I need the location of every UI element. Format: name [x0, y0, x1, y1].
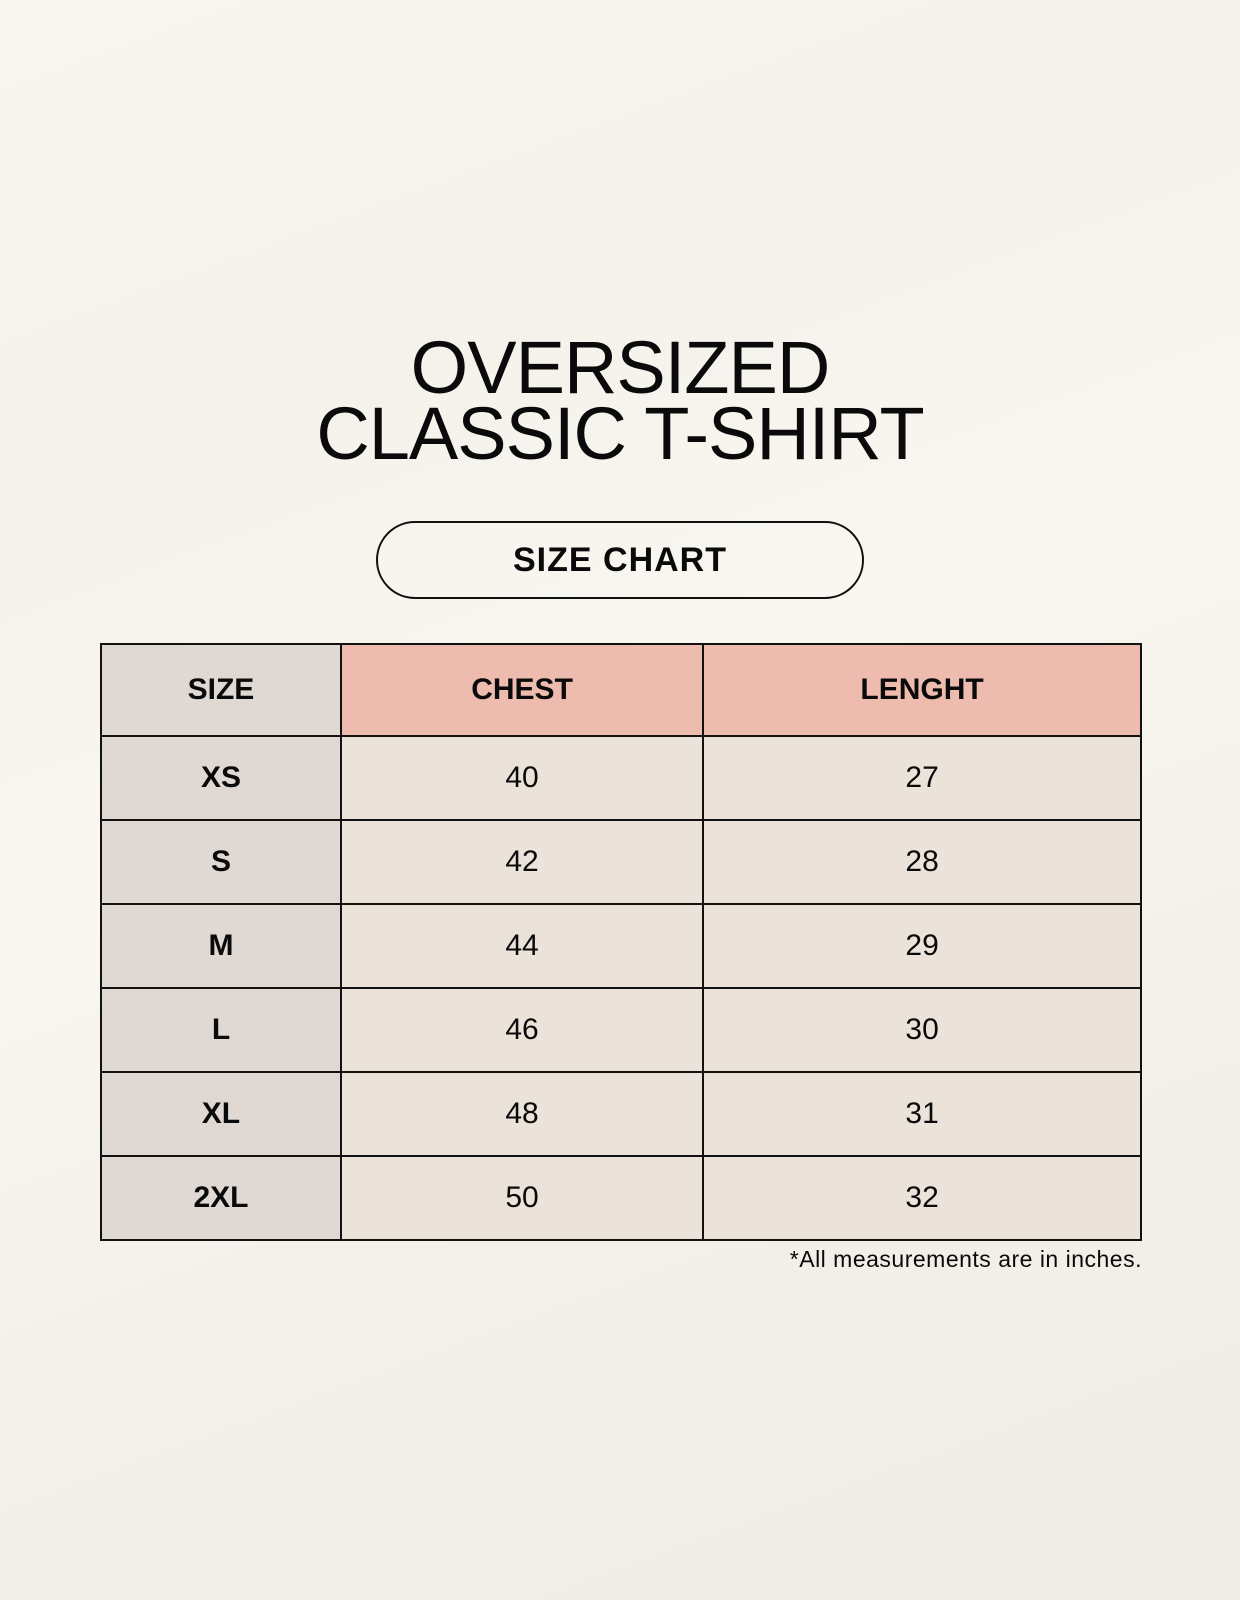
table-row: L 46 30: [100, 987, 1142, 1073]
size-table: SIZE CHEST LENGHT XS 40 27 S 42 28 M 44 29 L 46…: [100, 643, 1142, 1241]
size-cell: XS: [100, 735, 342, 821]
size-cell: L: [100, 987, 342, 1073]
header-chest: CHEST: [339, 643, 705, 737]
chest-cell: 40: [339, 735, 705, 821]
chest-cell: 46: [339, 987, 705, 1073]
length-cell: 32: [702, 1155, 1142, 1241]
chest-cell: 48: [339, 1071, 705, 1157]
title-line-1: OVERSIZED: [410, 326, 831, 409]
size-cell: M: [100, 903, 342, 989]
table-row: XS 40 27: [100, 735, 1142, 821]
header-row: SIZE CHEST LENGHT: [100, 643, 1142, 737]
table-row: XL 48 31: [100, 1071, 1142, 1157]
length-cell: 28: [702, 819, 1142, 905]
chest-cell: 44: [339, 903, 705, 989]
size-cell: 2XL: [100, 1155, 342, 1241]
size-cell: XL: [100, 1071, 342, 1157]
chest-cell: 42: [339, 819, 705, 905]
size-cell: S: [100, 819, 342, 905]
table-row: 2XL 50 32: [100, 1155, 1142, 1241]
table-row: M 44 29: [100, 903, 1142, 989]
page-title: OVERSIZED CLASSIC T-SHIRT: [0, 326, 1240, 475]
length-cell: 31: [702, 1071, 1142, 1157]
length-cell: 29: [702, 903, 1142, 989]
title-line-2: CLASSIC T-SHIRT: [316, 392, 924, 475]
header-size: SIZE: [100, 643, 342, 737]
table-row: S 42 28: [100, 819, 1142, 905]
size-chart-badge: SIZE CHART: [376, 521, 864, 599]
length-cell: 30: [702, 987, 1142, 1073]
footnote: *All measurements are in inches.: [789, 1246, 1142, 1272]
header-length: LENGHT: [702, 643, 1142, 737]
length-cell: 27: [702, 735, 1142, 821]
chest-cell: 50: [339, 1155, 705, 1241]
